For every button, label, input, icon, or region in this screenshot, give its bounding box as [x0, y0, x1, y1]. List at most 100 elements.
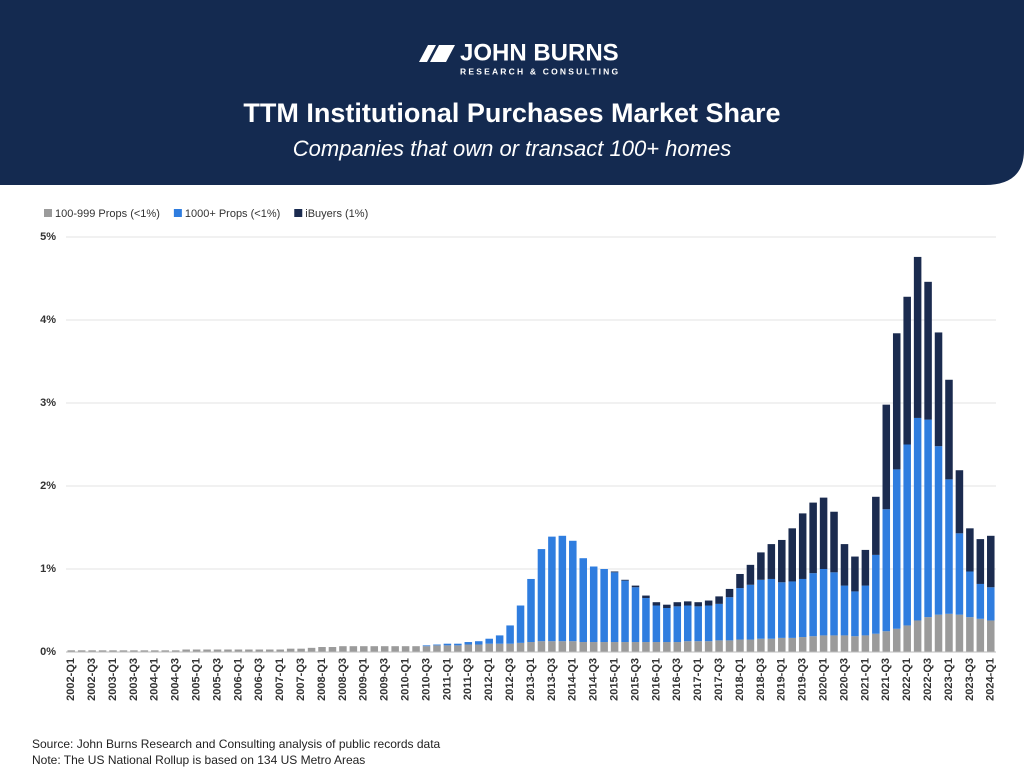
bar-segment [715, 640, 723, 652]
bar-segment [746, 584, 755, 640]
x-tick-label: 2023-Q1 [943, 658, 955, 701]
chart-subtitle: Companies that own or transact 100+ home… [293, 136, 731, 161]
x-tick-label: 2016-Q1 [650, 658, 662, 701]
brand-sub: RESEARCH & CONSULTING [460, 66, 620, 76]
bar-segment [495, 643, 504, 652]
bar-segment [861, 635, 870, 652]
bar-segment [683, 601, 692, 606]
bar-segment [579, 642, 588, 652]
y-tick-label: 3% [40, 397, 56, 409]
bar-segment [683, 641, 692, 652]
bar-segment [98, 650, 107, 652]
header-band [0, 0, 1024, 185]
bar-segment [151, 650, 159, 652]
bar-segment [516, 642, 525, 652]
bar-segment [516, 605, 525, 643]
bar-segment [307, 647, 316, 652]
bar-segment [976, 583, 985, 619]
x-tick-label: 2020-Q3 [838, 658, 850, 701]
bar-segment [130, 650, 138, 652]
bar-segment [631, 587, 640, 643]
bar-segment [872, 633, 880, 652]
bar-segment [88, 650, 96, 652]
bar-segment [725, 588, 734, 598]
legend-label: 1000+ Props (<1%) [185, 208, 280, 220]
bar-segment [892, 628, 901, 652]
x-tick-label: 2019-Q1 [776, 658, 788, 701]
bar-segment [286, 648, 295, 652]
x-tick-label: 2008-Q3 [337, 658, 349, 701]
bar-segment [443, 643, 452, 646]
bar-segment [715, 603, 723, 641]
bar-segment [610, 642, 619, 652]
bar-segment [119, 650, 128, 652]
bar-segment [966, 617, 974, 652]
bar-segment [621, 580, 629, 643]
bar-segment [370, 646, 379, 652]
bar-segment [798, 637, 807, 652]
y-tick-label: 4% [40, 314, 56, 326]
bar-segment [924, 419, 932, 618]
x-tick-label: 2002-Q3 [86, 658, 98, 701]
bar-segment [192, 649, 201, 652]
bar-segment [245, 649, 253, 652]
bar-segment [485, 643, 493, 652]
bar-segment [966, 571, 974, 618]
bar-segment [297, 648, 305, 652]
bar-segment [642, 642, 650, 652]
bar-segment [412, 646, 420, 652]
bar-segment [621, 642, 629, 652]
bar-segment [788, 637, 796, 652]
x-tick-label: 2002-Q1 [65, 658, 77, 701]
bar-segment [600, 642, 608, 652]
bar-segment [360, 646, 368, 652]
bar-segment [610, 572, 619, 643]
bar-segment [171, 650, 180, 652]
x-tick-label: 2011-Q1 [441, 658, 453, 700]
bar-segment [757, 638, 765, 652]
bar-segment [945, 613, 953, 652]
bar-segment [694, 641, 702, 652]
x-tick-label: 2020-Q1 [817, 658, 829, 701]
bar-segment [579, 558, 588, 643]
x-tick-label: 2008-Q1 [316, 658, 328, 701]
bar-segment [736, 573, 744, 589]
bar-segment [819, 635, 828, 652]
bar-segment [663, 604, 671, 609]
bar-segment [830, 635, 838, 652]
bar-segment [600, 569, 608, 643]
x-tick-label: 2021-Q1 [859, 658, 871, 701]
bar-segment [767, 638, 776, 652]
x-tick-label: 2021-Q3 [880, 658, 892, 701]
bar-segment [955, 614, 964, 652]
bar-segment [109, 650, 117, 652]
bar-segment [67, 650, 75, 652]
bar-segment [882, 631, 891, 652]
x-tick-label: 2005-Q1 [191, 658, 203, 701]
x-tick-label: 2012-Q3 [504, 658, 516, 701]
bar-segment [861, 549, 870, 586]
bar-segment [673, 642, 682, 652]
x-tick-label: 2024-Q1 [985, 658, 997, 701]
bar-segment [892, 333, 901, 470]
bar-segment [767, 578, 776, 639]
note: Note: The US National Rollup is based on… [32, 753, 365, 767]
x-tick-label: 2003-Q3 [128, 658, 140, 701]
bar-segment [746, 564, 755, 585]
bar-segment [663, 608, 671, 643]
bar-segment [840, 585, 849, 636]
bar-segment [830, 511, 838, 573]
bar-segment [537, 641, 546, 652]
bar-segment [203, 649, 211, 652]
bar-segment [464, 642, 473, 645]
legend-label: 100-999 Props (<1%) [55, 208, 160, 220]
bar-segment [725, 640, 734, 652]
x-tick-label: 2015-Q1 [609, 658, 621, 701]
legend-label: iBuyers (1%) [305, 208, 368, 220]
bar-segment [955, 470, 964, 534]
bar-segment [589, 566, 598, 643]
bar-segment [443, 645, 452, 652]
bar-segment [642, 595, 650, 599]
bar-segment [161, 650, 170, 652]
x-tick-label: 2007-Q3 [295, 658, 307, 701]
